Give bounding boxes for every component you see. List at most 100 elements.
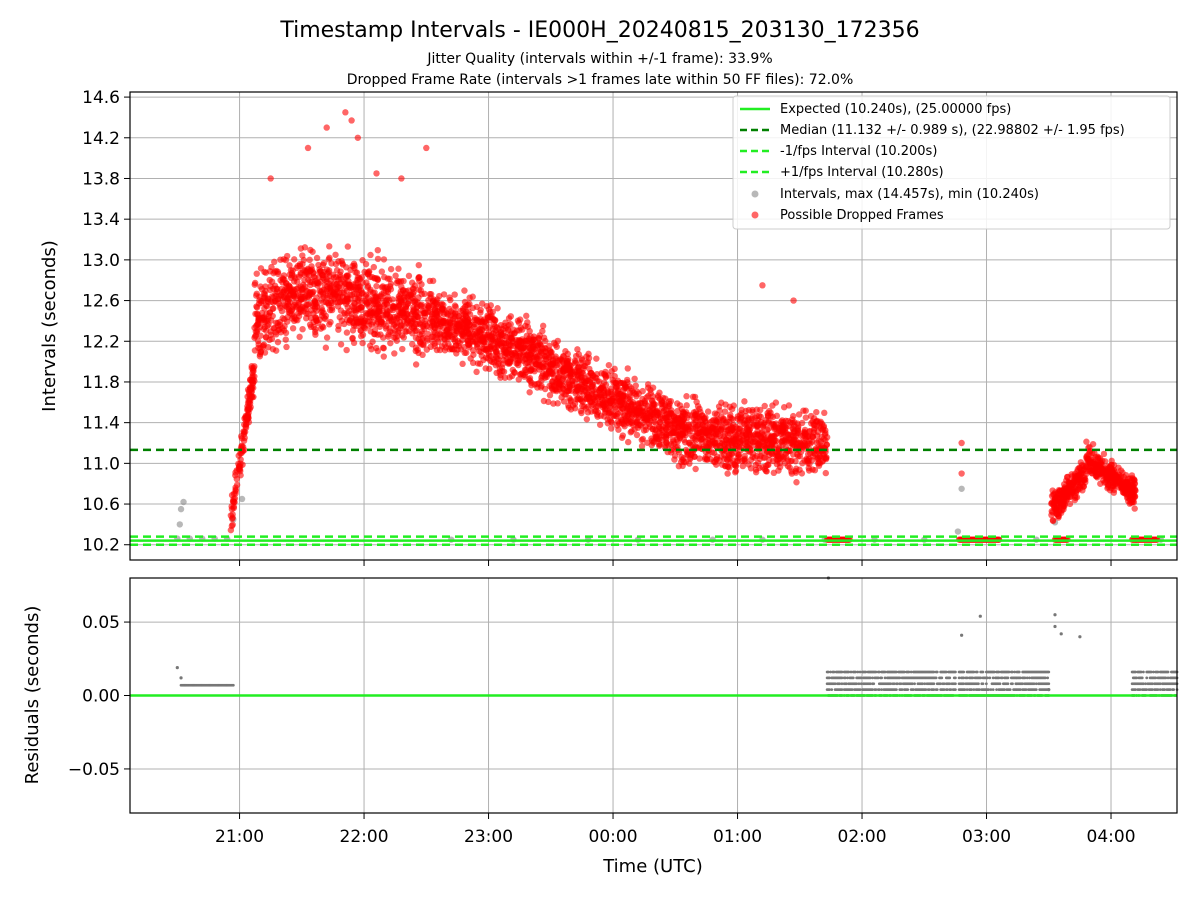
dropped-frame-point — [1071, 470, 1079, 477]
dropped-frame-point — [318, 304, 325, 312]
dropped-frame-point — [696, 405, 703, 413]
dropped-frame-point — [574, 346, 581, 353]
dropped-frame-point — [534, 342, 541, 349]
dropped-frame-point — [395, 293, 403, 300]
dropped-frame-point — [764, 461, 771, 468]
dropped-frame-point — [491, 317, 499, 324]
dropped-frame-point — [429, 277, 437, 285]
dropped-frame-point — [315, 261, 322, 269]
dropped-frame-point — [624, 365, 631, 372]
dropped-frame-point — [299, 325, 306, 333]
residual-point — [953, 682, 957, 686]
dropped-frame-point — [799, 443, 806, 450]
dropped-frame-point — [440, 291, 448, 298]
dropped-frame-point — [822, 429, 829, 437]
interval-point — [954, 528, 962, 535]
dropped-frame-point — [581, 362, 589, 370]
dropped-frame-point — [813, 408, 820, 416]
dropped-frame-point — [633, 431, 641, 439]
dropped-frame-point — [492, 354, 500, 361]
dropped-frame-point — [283, 343, 290, 351]
dropped-frame-point — [524, 319, 531, 326]
dropped-frame-point — [724, 470, 731, 477]
dropped-frame-point — [423, 144, 430, 152]
dropped-frame-point — [336, 271, 344, 279]
dropped-frame-point — [704, 408, 712, 415]
dropped-frame-point — [373, 170, 380, 177]
dropped-frame-point — [394, 332, 401, 340]
dropped-frame-point — [583, 416, 591, 423]
dropped-frame-point — [614, 389, 621, 397]
dropped-frame-point — [302, 305, 310, 313]
dropped-frame-point — [332, 281, 340, 288]
dropped-frame-point — [656, 419, 663, 426]
dropped-frame-point — [534, 353, 541, 360]
residual-point — [991, 688, 995, 692]
dropped-frame-point — [500, 357, 507, 364]
dropped-frame-point — [593, 355, 600, 362]
dropped-frame-point — [574, 372, 582, 379]
dropped-frame-point — [506, 374, 513, 381]
dropped-frame-point — [736, 454, 743, 461]
dropped-frame-point — [549, 378, 556, 386]
dropped-frame-point — [679, 462, 686, 470]
dropped-frame-point — [322, 344, 330, 351]
dropped-frame-point — [459, 360, 466, 368]
dropped-frame-point — [235, 452, 242, 459]
dropped-frame-point — [233, 475, 240, 483]
dropped-frame-point — [235, 460, 242, 468]
dropped-frame-point — [384, 293, 391, 300]
dropped-frame-point — [1082, 464, 1090, 471]
dropped-frame-point — [358, 333, 365, 340]
dropped-frame-point — [327, 298, 335, 305]
dropped-frame-point — [821, 409, 828, 417]
residual-point — [977, 682, 980, 686]
dropped-frame-point — [550, 400, 557, 407]
dropped-frame-point — [366, 273, 374, 281]
dropped-frame-point — [546, 392, 554, 399]
dropped-frame-point — [516, 316, 524, 323]
dropped-frame-point — [440, 324, 447, 332]
dropped-frame-point — [743, 442, 750, 449]
intervals-y-tick-label: 12.6 — [82, 292, 120, 312]
dropped-frame-point — [484, 314, 492, 321]
dropped-frame-point — [542, 385, 549, 393]
dropped-frame-point — [785, 435, 793, 442]
dropped-frame-point — [759, 282, 766, 289]
dropped-frame-point — [400, 294, 408, 301]
dropped-frame-point — [713, 456, 720, 463]
dropped-frame-point — [487, 302, 495, 309]
dropped-frame-point — [425, 302, 433, 310]
dropped-frame-point — [387, 339, 394, 347]
dropped-frame-point — [714, 425, 722, 432]
dropped-frame-point — [680, 455, 687, 462]
dropped-frame-point — [378, 268, 386, 275]
dropped-frame-point — [447, 312, 454, 319]
intervals-y-tick-label: 13.4 — [82, 210, 120, 230]
dropped-frame-point — [305, 292, 313, 299]
dropped-frame-point — [352, 269, 359, 276]
legend-label-intervals: Intervals, max (14.457s), min (10.240s) — [780, 187, 1039, 202]
dropped-frame-point — [486, 365, 493, 373]
residual-point — [851, 676, 855, 680]
intervals-y-tick-label: 11.4 — [82, 414, 120, 434]
dropped-frame-point — [349, 335, 356, 342]
dropped-frame-point — [549, 356, 557, 364]
dropped-frame-point — [706, 419, 714, 426]
dropped-frame-point — [380, 256, 388, 263]
dropped-frame-point — [689, 393, 697, 401]
dropped-frame-point — [247, 376, 254, 383]
dropped-frame-point — [348, 310, 355, 318]
dropped-frame-point — [509, 339, 516, 346]
dropped-frame-point — [497, 371, 504, 379]
dropped-frame-point — [431, 343, 439, 350]
dropped-frame-point — [282, 336, 289, 343]
residual-point — [894, 688, 898, 692]
residual-point — [962, 670, 966, 674]
dropped-frame-point — [439, 318, 447, 325]
dropped-frame-point — [624, 438, 632, 446]
dropped-frame-point — [1104, 481, 1112, 488]
dropped-frame-point — [354, 134, 362, 141]
dropped-frame-point — [618, 395, 625, 403]
